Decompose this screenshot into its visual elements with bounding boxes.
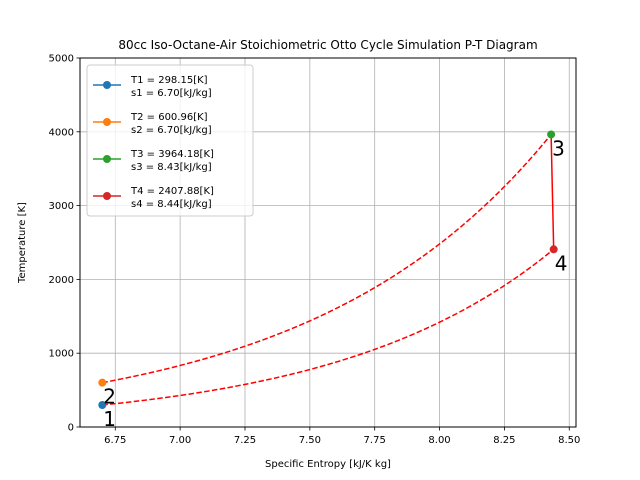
x-tick-label: 7.00 bbox=[169, 435, 191, 446]
state-point-label-4: 4 bbox=[555, 251, 568, 275]
state-point-4 bbox=[549, 245, 558, 254]
process-curve-2-3 bbox=[102, 133, 552, 384]
legend-label-1-line1: T1 = 298.15[K] bbox=[130, 75, 208, 86]
plot-frame bbox=[79, 57, 577, 428]
y-tick-label: 2000 bbox=[49, 275, 74, 286]
legend-marker-3 bbox=[103, 155, 111, 163]
chart-title: 80cc Iso-Octane-Air Stoichiometric Otto … bbox=[118, 38, 537, 52]
process-curves bbox=[102, 133, 555, 406]
legend-frame bbox=[86, 64, 254, 217]
legend-marker-4 bbox=[103, 192, 111, 200]
y-axis-label: Temperature [K] bbox=[17, 202, 28, 284]
legend-marker-2 bbox=[103, 118, 111, 126]
state-point-1 bbox=[98, 400, 107, 409]
x-axis-ticks: 6.75 7.00 7.25 7.50 7.75 8.00 8.25 8.50 bbox=[104, 427, 580, 446]
state-point-label-3: 3 bbox=[552, 136, 565, 160]
x-tick-label: 7.50 bbox=[299, 435, 321, 446]
legend-label-4-line1: T4 = 2407.88[K] bbox=[130, 186, 214, 197]
process-line-3-4 bbox=[550, 134, 555, 250]
legend-label-2-line2: s2 = 6.70[kJ/kg] bbox=[131, 125, 212, 136]
state-point-label-2: 2 bbox=[103, 385, 116, 409]
y-tick-label: 5000 bbox=[49, 54, 74, 65]
state-point-3 bbox=[547, 130, 556, 139]
legend-label-1-line2: s1 = 6.70[kJ/kg] bbox=[131, 88, 212, 99]
x-tick-label: 7.75 bbox=[364, 435, 386, 446]
x-tick-label: 8.00 bbox=[428, 435, 450, 446]
y-tick-label: 3000 bbox=[49, 201, 74, 212]
state-point-2 bbox=[98, 378, 107, 387]
x-tick-label: 6.75 bbox=[104, 435, 126, 446]
x-tick-label: 8.25 bbox=[493, 435, 515, 446]
state-point-label-1: 1 bbox=[103, 407, 116, 431]
y-axis-ticks: 0 1000 2000 3000 4000 5000 bbox=[49, 54, 80, 434]
y-tick-label: 4000 bbox=[49, 127, 74, 138]
state-points bbox=[98, 130, 558, 409]
state-point-labels: 12 3 4 bbox=[103, 136, 567, 431]
legend-label-3-line1: T3 = 3964.18[K] bbox=[130, 149, 214, 160]
y-tick-label: 1000 bbox=[49, 349, 74, 360]
x-axis-label: Specific Entropy [kJ/K kg] bbox=[265, 459, 391, 470]
legend-label-3-line2: s3 = 8.43[kJ/kg] bbox=[131, 162, 212, 173]
legend: T1 = 298.15[K] s1 = 6.70[kJ/kg] T2 = 600.9… bbox=[86, 64, 254, 217]
x-tick-label: 7.25 bbox=[234, 435, 256, 446]
y-tick-label: 0 bbox=[68, 423, 74, 434]
legend-label-2-line1: T2 = 600.96[K] bbox=[130, 112, 208, 123]
x-tick-label: 8.50 bbox=[558, 435, 580, 446]
process-curve-1-4 bbox=[102, 248, 555, 406]
legend-label-4-line2: s4 = 8.44[kJ/kg] bbox=[131, 199, 212, 210]
legend-marker-1 bbox=[103, 81, 111, 89]
